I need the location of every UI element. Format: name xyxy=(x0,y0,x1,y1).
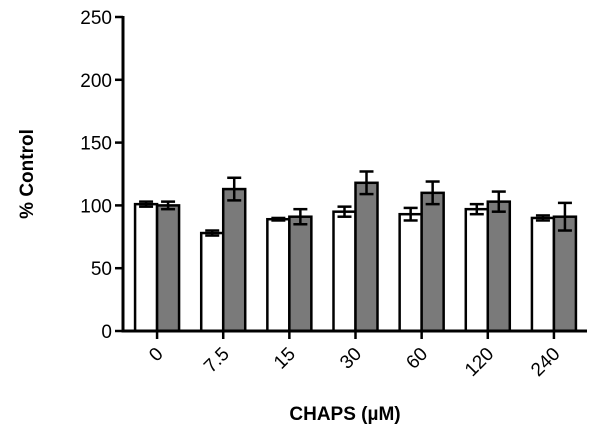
y-tick-label: 150 xyxy=(80,134,112,155)
x-tick-label: 0 xyxy=(145,344,167,366)
bar-series1-15 xyxy=(266,217,291,333)
x-axis-title: CHAPS (µM) xyxy=(289,404,400,425)
y-tick-label: 250 xyxy=(80,8,112,29)
y-tick-label: 0 xyxy=(101,322,112,343)
bar-series2-0 xyxy=(155,204,181,333)
y-tick-label: 200 xyxy=(80,71,112,92)
bar-series2-7.5 xyxy=(221,187,247,333)
bar-series1-60 xyxy=(398,212,423,333)
bar-series2-120 xyxy=(486,200,512,333)
y-ticks: 0 50 100 150 200 250 xyxy=(80,8,123,343)
bar-series2-240 xyxy=(552,215,578,333)
bar-series1-30 xyxy=(332,210,357,333)
y-tick-label: 50 xyxy=(91,259,112,280)
bar-series2-60 xyxy=(420,191,445,333)
error-bars-layer xyxy=(139,170,572,237)
bar-series2-30 xyxy=(354,181,379,333)
y-axis-title: % Control xyxy=(17,129,38,219)
bar-series1-120 xyxy=(464,207,490,333)
bar-series2-15 xyxy=(288,215,313,333)
bar-series1-0 xyxy=(133,202,159,333)
x-tick-label: 120 xyxy=(461,344,498,381)
bar-series1-240 xyxy=(530,216,556,333)
x-tick-label: 240 xyxy=(527,344,564,381)
bars-layer xyxy=(133,181,578,333)
x-tick-label: 15 xyxy=(270,344,300,374)
x-tick-label: 7.5 xyxy=(200,344,234,378)
x-ticks: 0 7.5 15 30 60 120 240 xyxy=(145,331,564,381)
x-tick-label: 30 xyxy=(336,344,366,374)
y-tick-label: 100 xyxy=(80,196,112,217)
bar-series1-7.5 xyxy=(199,231,225,333)
x-tick-label: 60 xyxy=(402,344,432,374)
